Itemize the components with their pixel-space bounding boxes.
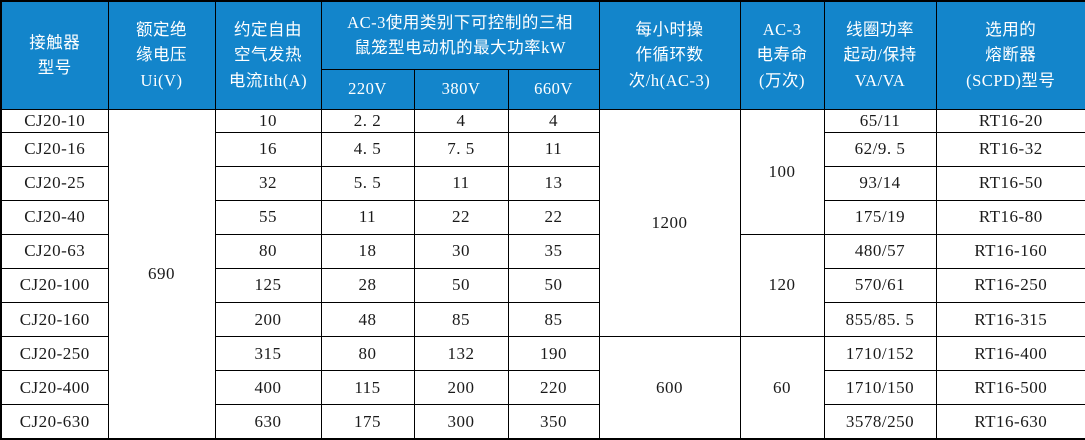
cell-kw-220: 4. 5 (320, 131, 415, 167)
cell-kw-660: 350 (507, 404, 600, 440)
cell-coil: 175/19 (823, 199, 937, 235)
cell-life: 120 (739, 233, 825, 338)
cell-kw-660: 50 (507, 267, 600, 304)
cell-kw-380: 200 (413, 370, 509, 406)
cell-kw-660: 13 (507, 165, 600, 201)
header-kw-660v: 660V (507, 68, 600, 110)
cell-kw-660: 190 (507, 336, 600, 372)
header-life: AC-3 电寿命 (万次) (739, 0, 825, 110)
cell-model: CJ20-400 (0, 370, 109, 406)
cell-fuse: RT16-500 (935, 370, 1085, 406)
cell-kw-220: 2. 2 (320, 108, 415, 133)
header-model: 接触器 型号 (0, 0, 109, 110)
cell-model: CJ20-100 (0, 267, 109, 304)
cell-kw-660: 220 (507, 370, 600, 406)
cell-kw-380: 132 (413, 336, 509, 372)
header-cycles: 每小时操 作循环数 次/h(AC-3) (598, 0, 741, 110)
table-row: CJ20-160 200 48 85 85 855/85. 5 RT16-315 (0, 302, 1085, 338)
cell-ith: 80 (214, 233, 322, 269)
cell-coil: 65/11 (823, 108, 937, 133)
cell-coil: 855/85. 5 (823, 302, 937, 338)
cell-ith: 400 (214, 370, 322, 406)
cell-fuse: RT16-630 (935, 404, 1085, 440)
cell-model: CJ20-16 (0, 131, 109, 167)
cell-kw-380: 7. 5 (413, 131, 509, 167)
cell-fuse: RT16-400 (935, 336, 1085, 372)
cell-kw-380: 11 (413, 165, 509, 201)
header-fuse: 选用的 熔断器 (SCPD)型号 (935, 0, 1085, 110)
cell-ith: 16 (214, 131, 322, 167)
cell-model: CJ20-40 (0, 199, 109, 235)
cell-coil: 1710/152 (823, 336, 937, 372)
table-row: CJ20-400 400 115 200 220 1710/150 RT16-5… (0, 370, 1085, 406)
cell-ith: 200 (214, 302, 322, 338)
cell-kw-380: 85 (413, 302, 509, 338)
header-ui-voltage: 额定绝 缘电压 Ui(V) (107, 0, 216, 110)
cell-ith: 125 (214, 267, 322, 304)
cell-ith: 10 (214, 108, 322, 133)
cell-ith: 32 (214, 165, 322, 201)
cell-kw-660: 22 (507, 199, 600, 235)
cell-kw-380: 22 (413, 199, 509, 235)
cell-cycles: 600 (598, 336, 741, 440)
cell-coil: 480/57 (823, 233, 937, 269)
cell-kw-660: 85 (507, 302, 600, 338)
cell-model: CJ20-10 (0, 108, 109, 133)
cell-kw-220: 28 (320, 267, 415, 304)
cell-fuse: RT16-20 (935, 108, 1085, 133)
header-kw-380v: 380V (413, 68, 509, 110)
cell-fuse: RT16-315 (935, 302, 1085, 338)
cell-model: CJ20-250 (0, 336, 109, 372)
cell-kw-380: 30 (413, 233, 509, 269)
table-row: CJ20-40 55 11 22 22 175/19 RT16-80 (0, 199, 1085, 235)
cell-kw-660: 11 (507, 131, 600, 167)
cell-coil: 570/61 (823, 267, 937, 304)
cell-kw-220: 115 (320, 370, 415, 406)
cell-fuse: RT16-250 (935, 267, 1085, 304)
cell-coil: 3578/250 (823, 404, 937, 440)
cell-ith: 55 (214, 199, 322, 235)
cell-kw-220: 80 (320, 336, 415, 372)
cell-coil: 62/9. 5 (823, 131, 937, 167)
cell-fuse: RT16-50 (935, 165, 1085, 201)
cell-coil: 93/14 (823, 165, 937, 201)
header-ith: 约定自由 空气发热 电流Ith(A) (214, 0, 322, 110)
cell-kw-380: 4 (413, 108, 509, 133)
cell-life: 60 (739, 336, 825, 440)
cell-kw-220: 11 (320, 199, 415, 235)
cell-kw-660: 35 (507, 233, 600, 269)
cell-model: CJ20-630 (0, 404, 109, 440)
header-coil-power: 线圈功率 起动/保持 VA/VA (823, 0, 937, 110)
cell-cycles: 1200 (598, 108, 741, 338)
cell-model: CJ20-63 (0, 233, 109, 269)
header-kw-group: AC-3使用类别下可控制的三相 鼠笼型电动机的最大功率kW (320, 0, 600, 70)
cell-fuse: RT16-160 (935, 233, 1085, 269)
cell-life: 100 (739, 108, 825, 235)
cell-ith: 630 (214, 404, 322, 440)
cell-fuse: RT16-80 (935, 199, 1085, 235)
cell-kw-220: 175 (320, 404, 415, 440)
cell-kw-220: 18 (320, 233, 415, 269)
cell-model: CJ20-25 (0, 165, 109, 201)
header-kw-220v: 220V (320, 68, 415, 110)
cell-kw-660: 4 (507, 108, 600, 133)
table-row: CJ20-100 125 28 50 50 570/61 RT16-250 (0, 267, 1085, 304)
cell-ith: 315 (214, 336, 322, 372)
cell-kw-380: 300 (413, 404, 509, 440)
cell-coil: 1710/150 (823, 370, 937, 406)
cell-kw-220: 5. 5 (320, 165, 415, 201)
table-row: CJ20-250 315 80 132 190 600 60 1710/152 … (0, 336, 1085, 440)
table-row: CJ20-16 16 4. 5 7. 5 11 62/9. 5 RT16-32 (0, 131, 1085, 167)
cell-fuse: RT16-32 (935, 131, 1085, 167)
table-row: CJ20-10 690 10 2. 2 4 4 1200 100 65/11 R… (0, 108, 1085, 440)
cell-ui-voltage: 690 (107, 108, 216, 440)
cell-model: CJ20-160 (0, 302, 109, 338)
cell-kw-220: 48 (320, 302, 415, 338)
cell-kw-380: 50 (413, 267, 509, 304)
table-row: CJ20-630 630 175 300 350 3578/250 RT16-6… (0, 404, 1085, 440)
table-row: CJ20-25 32 5. 5 11 13 93/14 RT16-50 (0, 165, 1085, 201)
